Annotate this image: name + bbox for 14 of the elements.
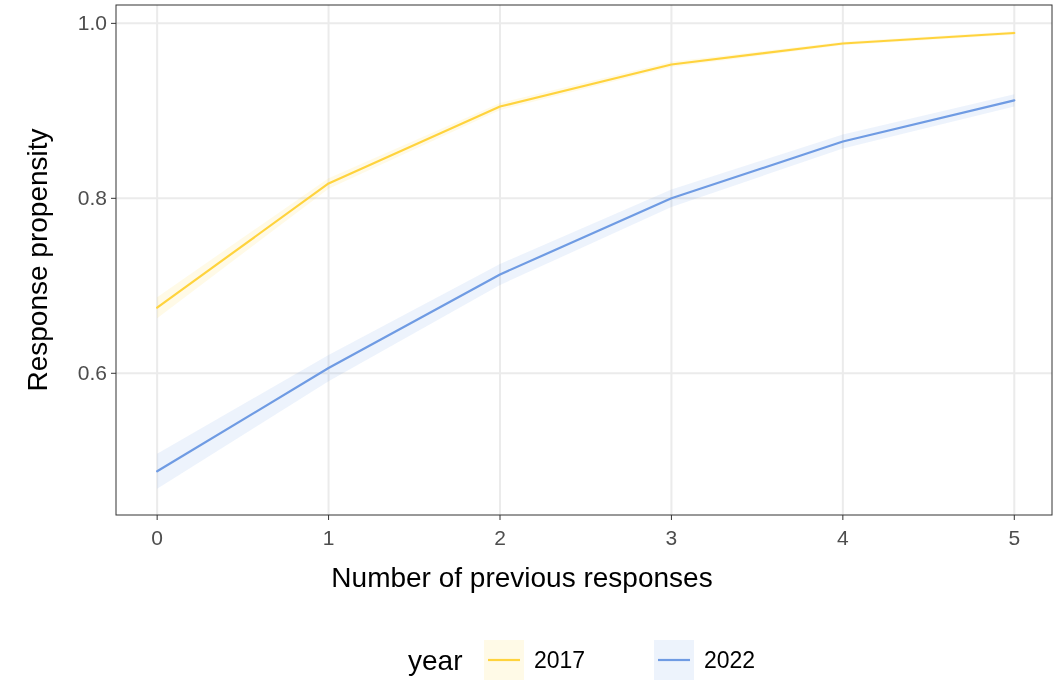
legend-title: year xyxy=(408,645,463,676)
x-tick-label: 4 xyxy=(837,526,850,549)
y-tick-label: 1.0 xyxy=(77,11,107,35)
y-tick-label: 0.6 xyxy=(77,361,107,385)
y-tick-label: 0.8 xyxy=(77,186,107,210)
legend-label: 2022 xyxy=(704,647,756,673)
x-tick-label: 3 xyxy=(665,526,678,549)
x-tick-label: 5 xyxy=(1008,526,1021,549)
x-tick-label: 2 xyxy=(494,526,506,549)
y-axis-title: Response propensity xyxy=(22,128,53,392)
x-axis-title: Number of previous responses xyxy=(331,562,713,593)
x-tick-label: 1 xyxy=(322,526,335,549)
legend-label: 2017 xyxy=(534,647,586,673)
x-tick-label: 0 xyxy=(151,526,163,549)
